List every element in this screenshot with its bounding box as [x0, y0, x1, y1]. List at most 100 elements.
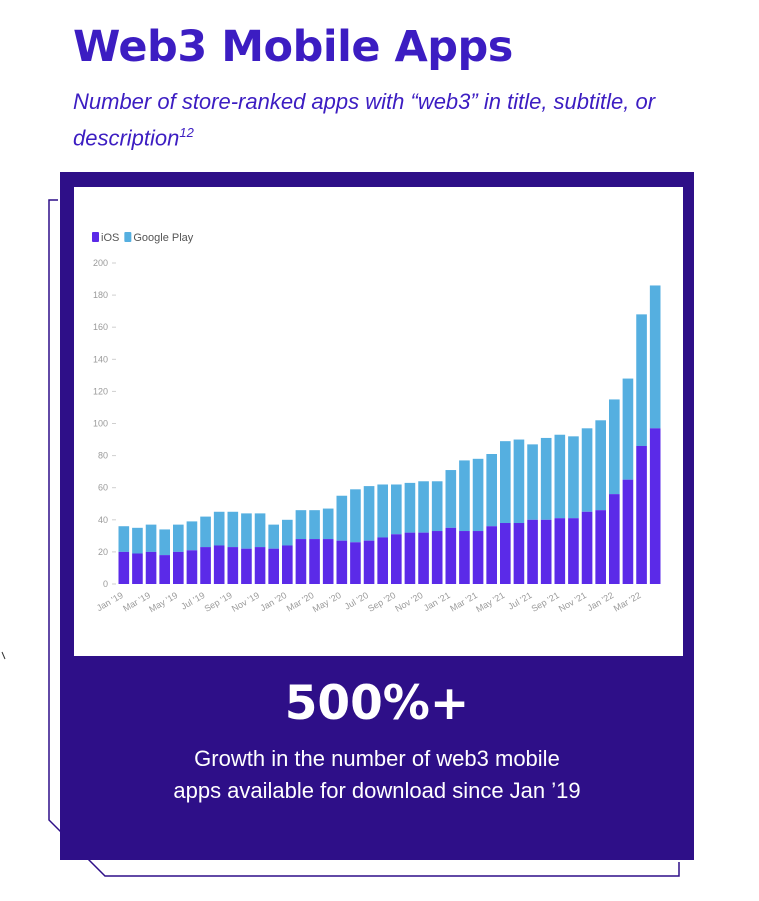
legend-swatch-google-play — [124, 232, 132, 242]
bar-google-play — [186, 521, 198, 551]
bar-ios — [173, 551, 184, 584]
bar-google-play — [159, 529, 170, 556]
bar-google-play — [568, 436, 579, 519]
bar-ios — [322, 539, 334, 584]
bar-google-play — [431, 481, 443, 532]
bar-google-play — [595, 420, 606, 511]
bar-google-play — [363, 486, 375, 541]
bar-google-play — [636, 314, 647, 446]
chart-card: 0 20 40 60 80 100 120 140 160 180 200 Jan '19 Mar '1… — [74, 187, 683, 656]
bar-google-play — [118, 526, 130, 552]
x-tick-label: Sep '20 — [366, 590, 397, 614]
bar-ios — [581, 511, 593, 584]
x-tick-label: Mar '20 — [285, 590, 316, 614]
bar-ios — [636, 445, 647, 584]
x-tick-label: Jan '20 — [258, 590, 288, 613]
bar-ios — [350, 542, 361, 584]
y-tick-label: 0 — [103, 579, 108, 589]
bar-google-play — [554, 434, 566, 519]
x-tick-label: Sep '19 — [203, 590, 234, 614]
bar-ios — [445, 527, 457, 584]
x-tick-label: Nov '19 — [230, 590, 261, 614]
bar-ios — [254, 547, 266, 584]
bar-google-play — [282, 519, 293, 546]
bar-google-play — [513, 439, 525, 524]
x-tick-label: Mar '22 — [612, 590, 643, 614]
y-tick-label: 200 — [93, 258, 108, 268]
bar-ios — [159, 555, 170, 584]
caption-line-2: apps available for download since Jan ’1… — [173, 778, 581, 803]
bar-ios — [472, 531, 484, 584]
bar-ios — [500, 523, 511, 584]
x-tick-label: Jan '21 — [422, 590, 452, 613]
bar-google-play — [350, 489, 361, 543]
bar-google-play — [649, 285, 661, 429]
x-tick-label: May '21 — [474, 590, 506, 614]
bar-google-play — [132, 527, 143, 554]
bar-google-play — [241, 513, 252, 549]
bar-ios — [486, 526, 497, 584]
legend-swatch-ios — [92, 232, 99, 242]
bar-ios — [377, 537, 388, 584]
bar-google-play — [322, 508, 334, 540]
bar-ios — [241, 548, 252, 584]
bar-google-play — [486, 454, 497, 527]
bar-ios — [540, 519, 552, 584]
bar-google-play — [336, 495, 348, 541]
bar-ios — [622, 479, 634, 584]
bar-ios — [200, 547, 211, 584]
bar-ios — [554, 518, 566, 584]
bar-google-play — [145, 524, 157, 552]
bar-google-play — [500, 441, 511, 524]
y-tick-label: 120 — [93, 386, 108, 396]
bar-ios — [336, 540, 348, 584]
bar-google-play — [295, 510, 307, 540]
bar-ios — [459, 531, 470, 584]
bar-google-play — [472, 458, 484, 532]
x-tick-label: Jan '22 — [585, 590, 615, 613]
x-tick-label: May '19 — [147, 590, 179, 614]
page-title: Web3 Mobile Apps — [73, 22, 513, 72]
bar-ios — [609, 494, 620, 584]
bar-ios — [391, 534, 402, 584]
y-tick-label: 140 — [93, 354, 108, 364]
bar-ios — [227, 547, 239, 584]
bar-ios — [118, 551, 130, 584]
y-tick-label: 20 — [98, 547, 108, 557]
bar-google-play — [227, 511, 239, 548]
x-tick-label: Nov '20 — [393, 590, 424, 614]
bar-google-play — [200, 516, 211, 548]
bar-google-play — [609, 399, 620, 495]
bar-google-play — [254, 513, 266, 548]
growth-stat: 500%+ — [284, 676, 470, 731]
y-tick-label: 60 — [98, 483, 108, 493]
y-tick-label: 100 — [93, 419, 108, 429]
page-subtitle: Number of store-ranked apps with “web3” … — [73, 86, 673, 153]
bar-google-play — [459, 460, 470, 532]
bar-google-play — [581, 428, 593, 512]
bar-ios — [145, 551, 157, 584]
bar-ios — [568, 518, 579, 584]
bar-ios — [309, 539, 320, 584]
x-tick-label: Mar '21 — [448, 590, 479, 614]
bar-ios — [186, 550, 198, 584]
bar-google-play — [377, 484, 388, 538]
x-tick-label: Jul '20 — [343, 590, 370, 612]
x-tick-label: Jul '21 — [506, 590, 533, 612]
y-tick-label: 180 — [93, 290, 108, 300]
bar-ios — [295, 539, 307, 584]
bar-ios — [268, 548, 279, 584]
bar-google-play — [268, 524, 279, 549]
bar-ios — [527, 519, 538, 584]
bar-google-play — [213, 511, 225, 546]
bar-google-play — [391, 484, 402, 535]
x-tick-label: May '20 — [311, 590, 343, 614]
bar-google-play — [404, 482, 416, 533]
bar-ios — [431, 531, 443, 584]
subtitle-text: Number of store-ranked apps with “web3” … — [73, 89, 656, 151]
growth-caption: Growth in the number of web3 mobile apps… — [60, 743, 694, 807]
bar-google-play — [540, 437, 552, 520]
footnote-marker: 12 — [179, 125, 194, 140]
bar-google-play — [527, 444, 538, 520]
